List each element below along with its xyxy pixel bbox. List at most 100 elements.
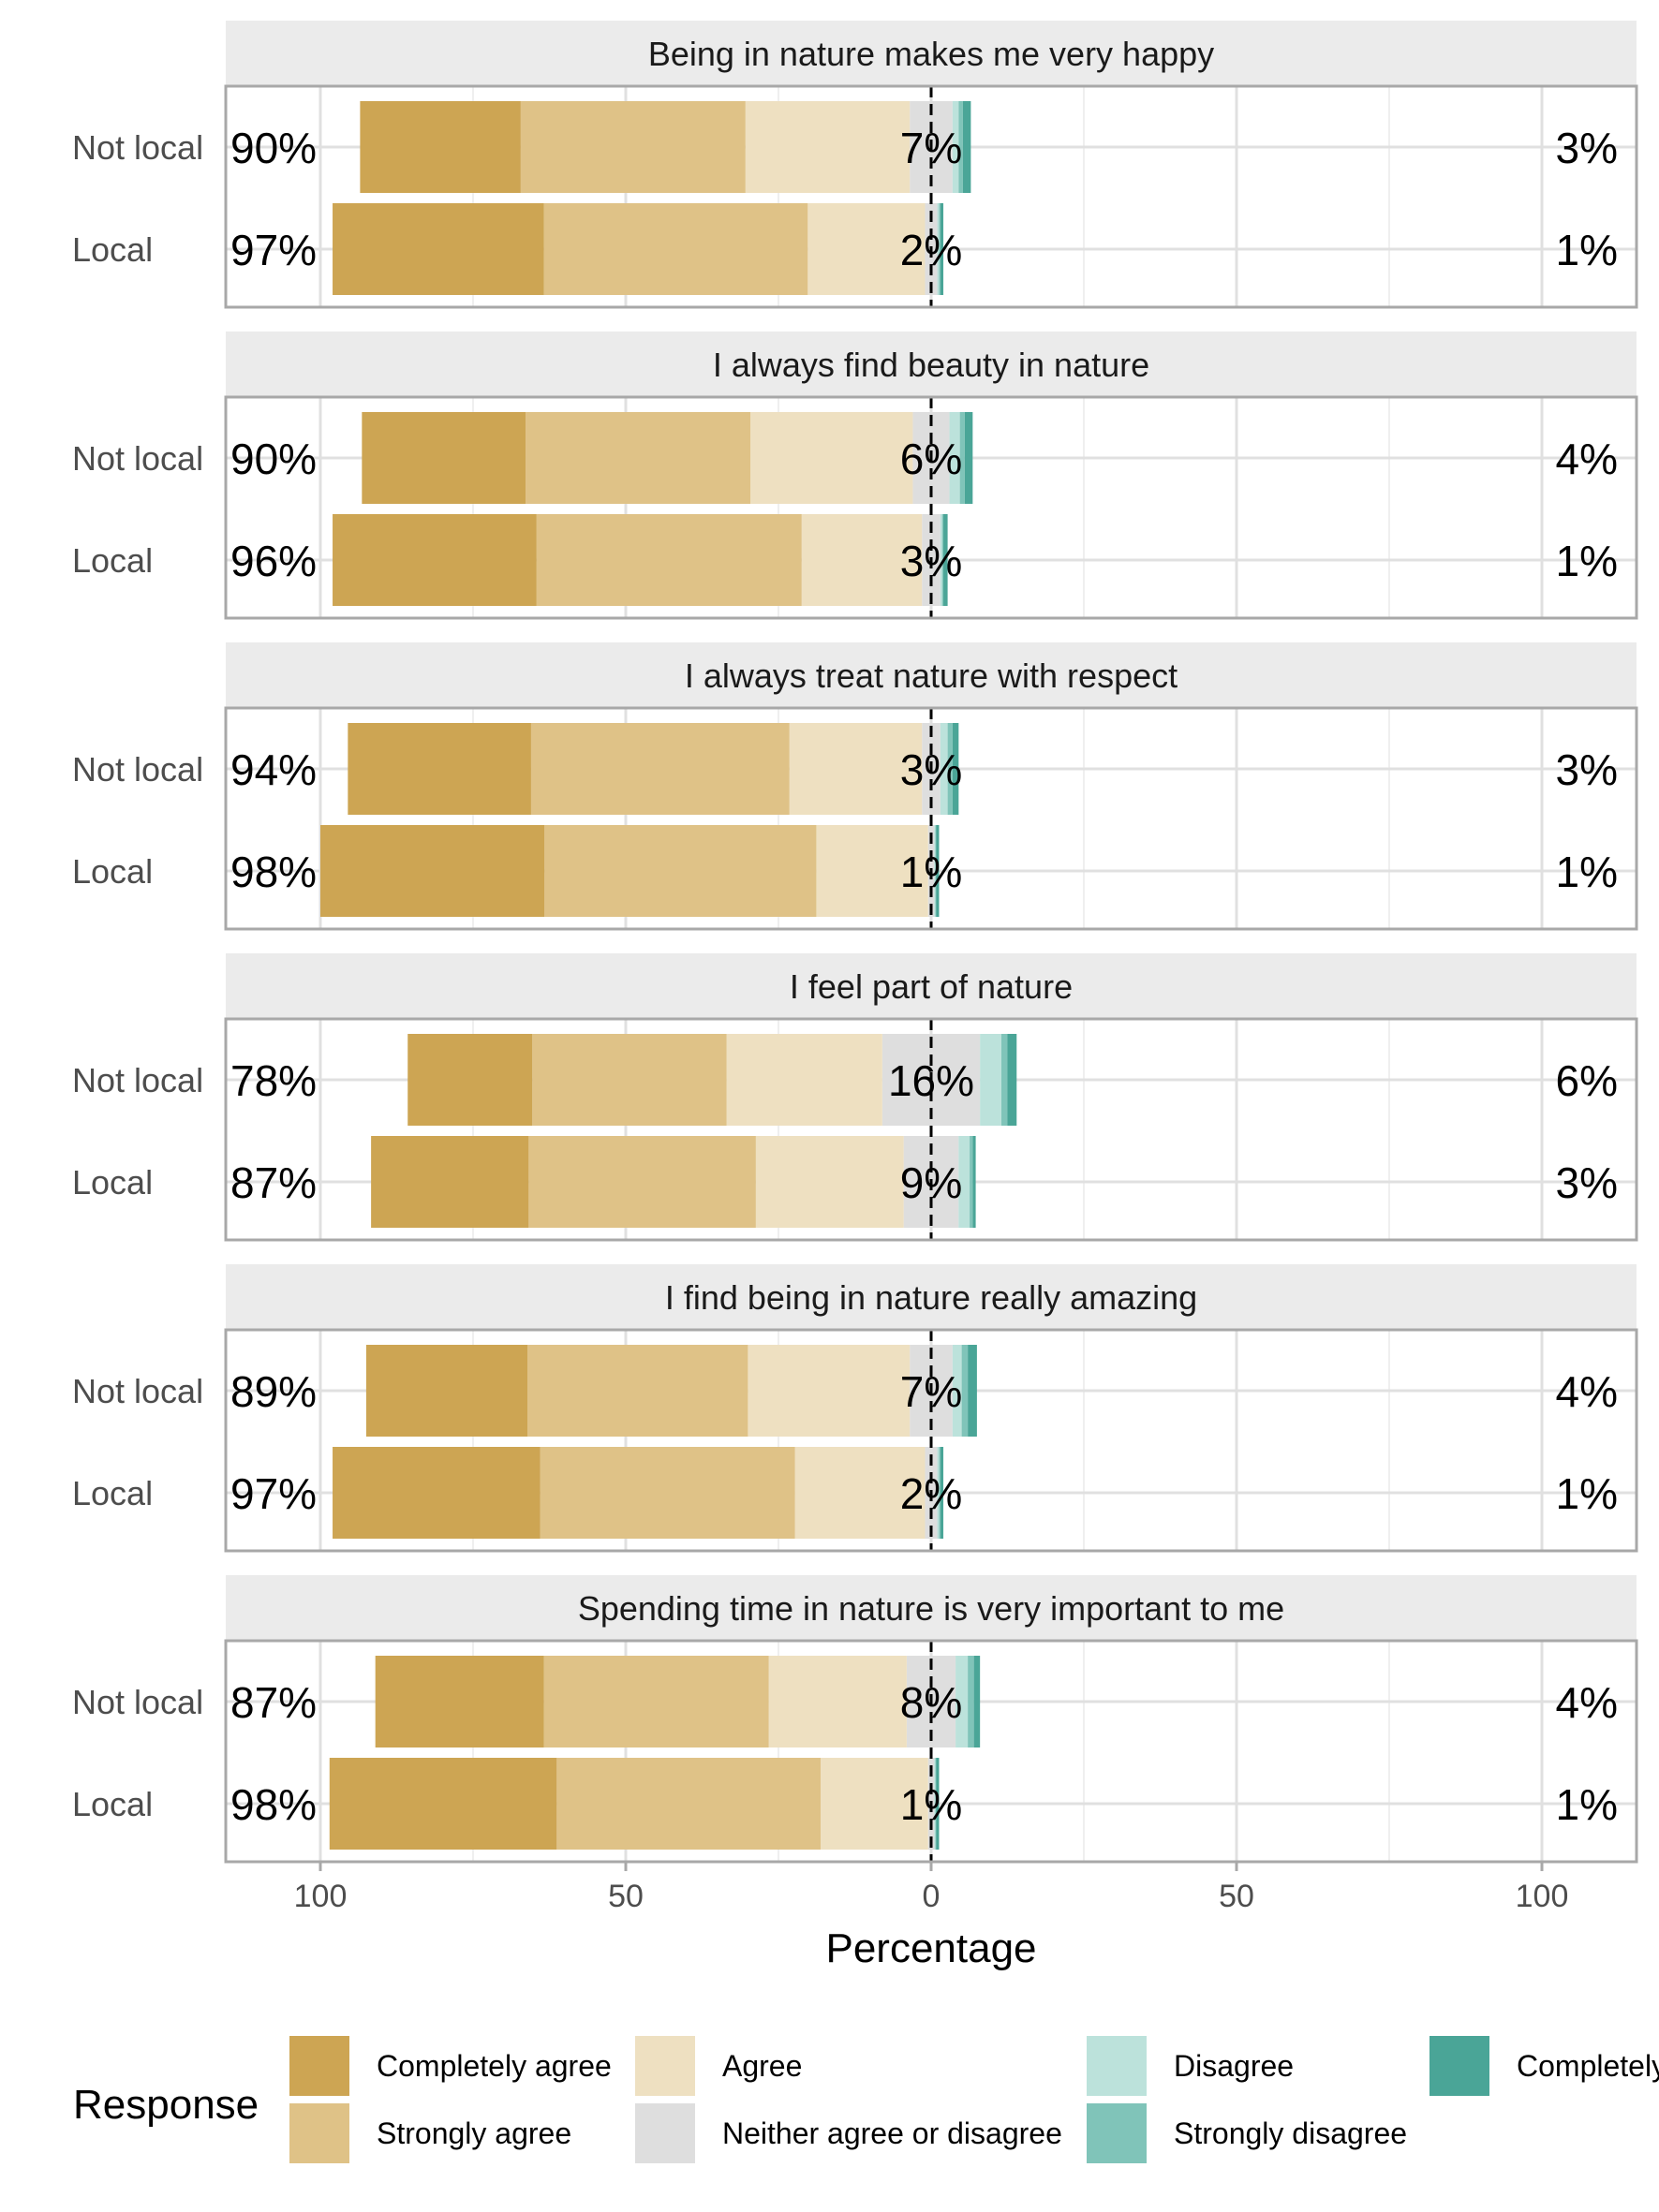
- panel-strip: [226, 953, 1637, 1019]
- bar-completely-agree: [329, 1758, 557, 1850]
- bar-strongly-agree: [527, 1345, 748, 1437]
- left-percent-label: 97%: [230, 226, 317, 274]
- row-label: Not local: [72, 439, 203, 478]
- bar-disagree: [934, 825, 936, 917]
- bar-agree: [750, 412, 913, 504]
- legend-strongly-agree: Strongly agree: [289, 2103, 571, 2163]
- bar-strongly-disagree: [939, 1447, 941, 1539]
- x-axis: 100 50 0 50 100: [294, 1862, 1568, 1914]
- bar-completely-disagree: [952, 723, 959, 815]
- legend: Response Completely agree Strongly agree A…: [73, 2036, 1659, 2163]
- legend-strongly-disagree: Strongly disagree: [1087, 2103, 1407, 2163]
- row-label: Local: [72, 1163, 153, 1202]
- legend-completely: Completely: [1429, 2036, 1659, 2096]
- bar-strongly-agree: [530, 723, 790, 815]
- bar-strongly-disagree: [959, 412, 965, 504]
- row-label: Not local: [72, 1061, 203, 1099]
- bar-completely-disagree: [968, 1345, 977, 1437]
- bar-disagree: [980, 1034, 1001, 1126]
- panel: Spending time in nature is very importan…: [72, 1575, 1638, 1864]
- row-label: Local: [72, 1785, 153, 1823]
- bar-row: Local 98% 1% 1%: [72, 825, 1618, 917]
- legend-key: [1087, 2036, 1147, 2096]
- bar-disagree: [952, 101, 959, 193]
- bar-agree: [745, 101, 911, 193]
- x-axis-title: Percentage: [825, 1925, 1036, 1971]
- panel: I always treat nature with respect Not lo…: [72, 642, 1638, 931]
- bar-strongly-agree: [543, 1656, 769, 1747]
- bar-strongly-agree: [528, 1136, 756, 1228]
- bar-strongly-agree: [532, 1034, 727, 1126]
- left-percent-label: 90%: [230, 435, 317, 483]
- bar-completely-disagree: [973, 1656, 981, 1747]
- bar-strongly-agree: [520, 101, 746, 193]
- legend-neither: Neither agree or disagree: [635, 2103, 1062, 2163]
- bar-completely-disagree: [964, 412, 973, 504]
- left-percent-label: 97%: [230, 1469, 317, 1518]
- row-label: Not local: [72, 750, 203, 789]
- bar-row: Not local 90% 6% 4%: [72, 412, 1618, 504]
- bar-completely-agree: [333, 1447, 541, 1539]
- bar-row: Not local 94% 3% 3%: [72, 723, 1618, 815]
- left-percent-label: 87%: [230, 1678, 317, 1727]
- left-percent-label: 78%: [230, 1056, 317, 1105]
- bar-completely-agree: [320, 825, 545, 917]
- bar-disagree: [940, 723, 948, 815]
- row-label: Local: [72, 852, 153, 891]
- bar-strongly-agree: [556, 1758, 821, 1850]
- legend-label: Disagree: [1174, 2049, 1294, 2083]
- panel-border: [224, 395, 1638, 620]
- bar-disagree: [955, 1656, 969, 1747]
- bar-strongly-disagree: [947, 723, 953, 815]
- panel-border: [224, 84, 1638, 309]
- row-label: Local: [72, 541, 153, 580]
- panel-strip: [226, 21, 1637, 86]
- bar-agree: [748, 1345, 911, 1437]
- legend-completely-agree: Completely agree: [289, 2036, 612, 2096]
- bar-strongly-disagree: [961, 1345, 969, 1437]
- panel-border: [224, 1017, 1638, 1242]
- bar-completely-agree: [333, 203, 544, 295]
- bar-strongly-agree: [526, 412, 751, 504]
- bar-completely-agree: [371, 1136, 529, 1228]
- bar-row: Not local 87% 8% 4%: [72, 1656, 1618, 1747]
- bar-strongly-disagree: [970, 1136, 973, 1228]
- left-percent-label: 96%: [230, 537, 317, 585]
- bar-row: Local 97% 2% 1%: [72, 1447, 1618, 1539]
- bar-completely-disagree: [936, 1758, 940, 1850]
- bar-agree: [789, 723, 923, 815]
- bar-strongly-disagree: [941, 514, 944, 606]
- right-percent-label: 1%: [1556, 848, 1618, 896]
- bar-completely-agree: [365, 1345, 528, 1437]
- panel: I find being in nature really amazing Not…: [72, 1264, 1638, 1553]
- bar-agree: [726, 1034, 882, 1126]
- legend-key: [289, 2103, 349, 2163]
- right-percent-label: 3%: [1556, 745, 1618, 794]
- right-percent-label: 1%: [1556, 226, 1618, 274]
- legend-key: [635, 2103, 695, 2163]
- right-percent-label: 6%: [1556, 1056, 1618, 1105]
- bar-strongly-agree: [543, 203, 808, 295]
- bar-strongly-disagree: [1000, 1034, 1008, 1126]
- bar-agree: [755, 1136, 904, 1228]
- bar-completely-agree: [333, 514, 537, 606]
- panel-border: [224, 1328, 1638, 1553]
- row-label: Not local: [72, 1372, 203, 1410]
- legend-label: Strongly disagree: [1174, 2116, 1407, 2150]
- x-tick-label: 50: [608, 1879, 644, 1914]
- bar-completely-agree: [348, 723, 531, 815]
- bar-completely-agree: [362, 412, 526, 504]
- panel-title: I always treat nature with respect: [685, 656, 1178, 695]
- legend-label: Completely agree: [377, 2049, 612, 2083]
- bar-disagree: [937, 203, 940, 295]
- bar-completely-disagree: [1007, 1034, 1017, 1126]
- right-percent-label: 1%: [1556, 1780, 1618, 1829]
- bar-disagree: [949, 412, 960, 504]
- legend-title: Response: [73, 2082, 259, 2128]
- bar-disagree: [952, 1345, 962, 1437]
- bar-agree: [816, 825, 928, 917]
- bar-strongly-disagree: [935, 1758, 937, 1850]
- panel: Being in nature makes me very happy Not l…: [72, 21, 1638, 309]
- bar-completely-disagree: [943, 514, 948, 606]
